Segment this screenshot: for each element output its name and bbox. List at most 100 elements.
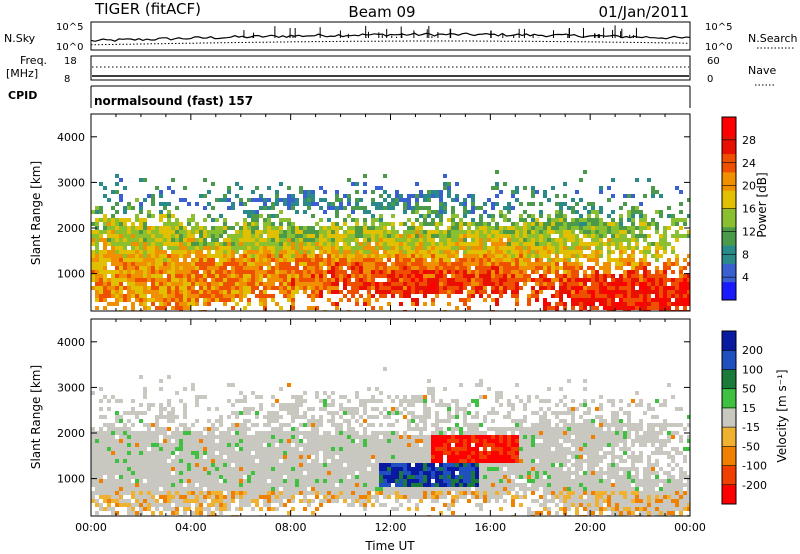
velocity-cell [159, 431, 163, 435]
power-cell [171, 230, 175, 234]
velocity-cell [155, 459, 159, 463]
power-cell [535, 294, 539, 298]
power-cell [395, 238, 399, 242]
power-cell [635, 238, 639, 242]
power-cell [319, 238, 323, 242]
power-cell [403, 198, 407, 202]
power-cell [687, 262, 690, 266]
power-cell [519, 262, 523, 266]
velocity-cell [303, 431, 307, 435]
velocity-cell [255, 415, 259, 419]
power-cell [667, 262, 671, 266]
power-cell [415, 266, 419, 270]
velocity-cell [219, 435, 223, 439]
power-cell [275, 202, 279, 206]
velocity-cell [287, 435, 291, 439]
velocity-cell [103, 447, 107, 451]
velocity-cell [99, 467, 103, 471]
power-cell [367, 294, 371, 298]
power-cell [143, 282, 147, 286]
power-cell [259, 234, 263, 238]
velocity-cell [331, 411, 335, 415]
velocity-cell [275, 507, 279, 511]
power-cell [463, 202, 467, 206]
power-cell [643, 250, 647, 254]
power-cell [187, 218, 191, 222]
velocity-cell [239, 479, 243, 483]
velocity-cell [143, 451, 147, 455]
power-cell [199, 234, 203, 238]
velocity-cell [187, 439, 191, 443]
power-cell [383, 198, 387, 202]
power-cell [203, 218, 207, 222]
power-cell [407, 230, 411, 234]
velocity-cell [195, 419, 199, 423]
power-cell [119, 262, 123, 266]
power-cell [355, 258, 359, 262]
velocity-cell [247, 491, 251, 495]
power-cell [471, 290, 475, 294]
power-cell [115, 222, 119, 226]
power-cell [271, 246, 275, 250]
power-cell [379, 266, 383, 270]
power-cell [471, 270, 475, 274]
velocity-cell [307, 479, 311, 483]
power-cell [115, 254, 119, 258]
power-cell [447, 290, 451, 294]
power-cell [499, 214, 503, 218]
power-cell [675, 290, 679, 294]
velocity-cell [355, 483, 359, 487]
power-cell [163, 234, 167, 238]
velocity-cell [107, 427, 111, 431]
power-cell [203, 274, 207, 278]
velocity-cell [279, 495, 283, 499]
power-cell [283, 230, 287, 234]
power-cell [555, 278, 559, 282]
power-cell [383, 234, 387, 238]
power-cell [311, 262, 315, 266]
velocity-cell [263, 479, 267, 483]
power-cell [267, 270, 271, 274]
power-cell [359, 246, 363, 250]
power-cell [279, 198, 283, 202]
power-cell [231, 250, 235, 254]
velocity-cell [187, 451, 191, 455]
velocity-cell [303, 391, 307, 395]
power-cell [359, 226, 363, 230]
velocity-cell [175, 479, 179, 483]
power-cell [363, 234, 367, 238]
power-cell [367, 298, 371, 302]
power-cell [647, 298, 651, 302]
power-cell [187, 306, 191, 310]
power-cell [455, 258, 459, 262]
velocity-cell [299, 415, 303, 419]
velocity-cell [111, 435, 115, 439]
power-cell [575, 250, 579, 254]
velocity-cell [267, 419, 271, 423]
velocity-cell [211, 479, 215, 483]
power-cell [651, 278, 655, 282]
power-cell [231, 278, 235, 282]
power-cell [251, 230, 255, 234]
power-cell [579, 266, 583, 270]
power-cell [651, 242, 655, 246]
velocity-cell [211, 455, 215, 459]
velocity-cell [151, 479, 155, 483]
power-cell [207, 298, 211, 302]
power-cell [91, 274, 95, 278]
velocity-cell [319, 503, 323, 507]
power-cell [635, 274, 639, 278]
velocity-cell [111, 491, 115, 495]
power-cell [343, 218, 347, 222]
power-cell [403, 294, 407, 298]
power-cell [135, 254, 139, 258]
power-cell [363, 210, 367, 214]
power-cell [419, 282, 423, 286]
velocity-cell [139, 463, 143, 467]
velocity-cell [107, 471, 111, 475]
power-cell [359, 278, 363, 282]
power-cell [643, 222, 647, 226]
power-cell [131, 262, 135, 266]
velocity-cell [299, 483, 303, 487]
power-cell [243, 226, 247, 230]
